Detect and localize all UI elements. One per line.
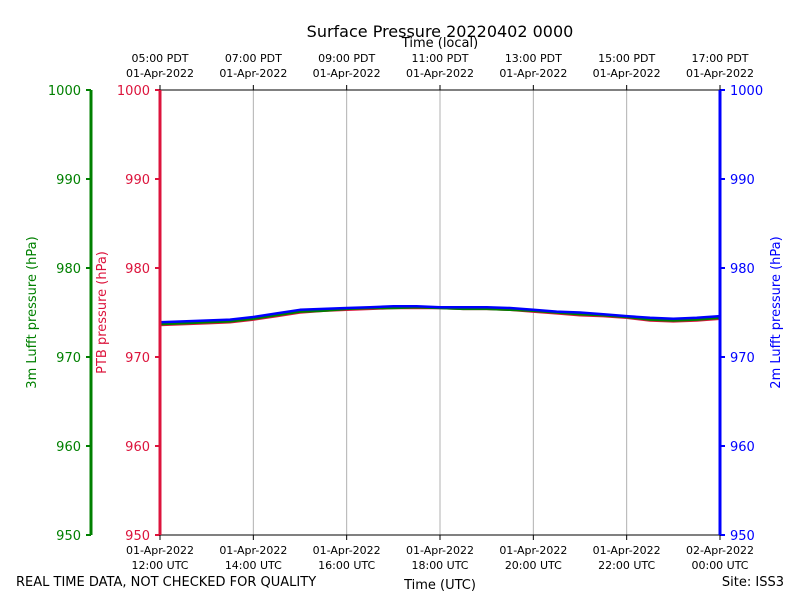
left-inner-tick-label: 990 (125, 173, 150, 188)
top-x-tick-label-time: 07:00 PDT (225, 52, 282, 65)
right-tick-label: 980 (730, 262, 755, 277)
left-inner-axis-label: PTB pressure (hPa) (95, 251, 110, 374)
top-x-tick-label-date: 01-Apr-2022 (313, 67, 381, 80)
top-x-tick-label-date: 01-Apr-2022 (219, 67, 287, 80)
series-line-2m-lufft-pressure (159, 305, 721, 324)
right-tick-label: 1000 (730, 84, 763, 99)
left-inner-tick-label: 950 (125, 529, 150, 544)
bottom-x-tick-label-time: 22:00 UTC (598, 559, 655, 572)
bottom-x-tick-label-date: 02-Apr-2022 (686, 544, 754, 557)
top-x-tick-label-date: 01-Apr-2022 (686, 67, 754, 80)
right-tick-label: 970 (730, 351, 755, 366)
bottom-x-tick-label-date: 01-Apr-2022 (126, 544, 194, 557)
top-x-tick-label-time: 09:00 PDT (318, 52, 375, 65)
bottom-x-tick-label-time: 16:00 UTC (318, 559, 375, 572)
left-outer-tick-label: 960 (56, 440, 81, 455)
bottom-x-tick-label-date: 01-Apr-2022 (593, 544, 661, 557)
bottom-x-tick-label-time: 00:00 UTC (691, 559, 748, 572)
right-tick-label: 990 (730, 173, 755, 188)
left-inner-tick-label: 980 (125, 262, 150, 277)
bottom-x-axis-label: Time (UTC) (403, 578, 476, 593)
left-outer-tick-label: 1000 (48, 84, 81, 99)
top-x-tick-label-time: 15:00 PDT (598, 52, 655, 65)
bottom-x-tick-label-date: 01-Apr-2022 (406, 544, 474, 557)
bottom-x-tick-label-date: 01-Apr-2022 (219, 544, 287, 557)
bottom-x-tick-label-time: 12:00 UTC (131, 559, 188, 572)
top-x-tick-label-time: 17:00 PDT (691, 52, 748, 65)
right-tick-label: 950 (730, 529, 755, 544)
top-x-tick-label-date: 01-Apr-2022 (499, 67, 567, 80)
top-x-tick-label-date: 01-Apr-2022 (406, 67, 474, 80)
left-inner-tick-label: 970 (125, 351, 150, 366)
right-tick-label: 960 (730, 440, 755, 455)
left-outer-tick-label: 950 (56, 529, 81, 544)
bottom-x-tick-label-time: 18:00 UTC (411, 559, 468, 572)
left-outer-tick-label: 970 (56, 351, 81, 366)
right-axis-label: 2m Lufft pressure (hPa) (769, 236, 784, 388)
top-x-tick-label-date: 01-Apr-2022 (593, 67, 661, 80)
bottom-x-tick-label-date: 01-Apr-2022 (499, 544, 567, 557)
left-outer-tick-label: 980 (56, 262, 81, 277)
left-outer-axis-label: 3m Lufft pressure (hPa) (25, 236, 40, 388)
bottom-x-tick-label-date: 01-Apr-2022 (313, 544, 381, 557)
top-x-tick-label-time: 05:00 PDT (131, 52, 188, 65)
left-outer-tick-label: 990 (56, 173, 81, 188)
chart-title: Surface Pressure 20220402 0000 (307, 22, 574, 41)
bottom-x-tick-label-time: 14:00 UTC (225, 559, 282, 572)
top-x-tick-label-date: 01-Apr-2022 (126, 67, 194, 80)
quality-disclaimer: REAL TIME DATA, NOT CHECKED FOR QUALITY (16, 575, 317, 590)
left-inner-tick-label: 1000 (117, 84, 150, 99)
top-x-axis-label: Time (local) (401, 36, 478, 51)
top-x-tick-label-time: 11:00 PDT (411, 52, 468, 65)
site-label: Site: ISS3 (721, 575, 784, 590)
left-inner-tick-label: 960 (125, 440, 150, 455)
top-x-tick-label-time: 13:00 PDT (505, 52, 562, 65)
bottom-x-tick-label-time: 20:00 UTC (505, 559, 562, 572)
